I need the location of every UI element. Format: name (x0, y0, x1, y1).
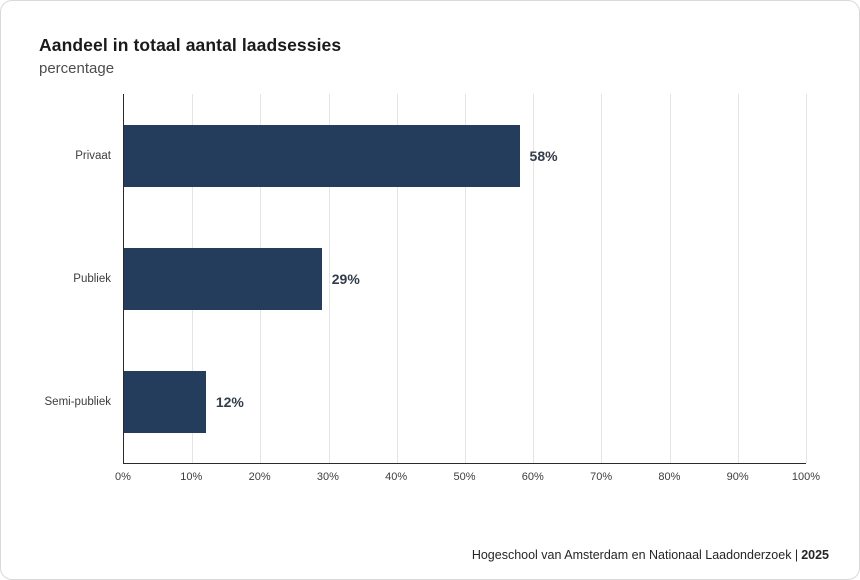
x-axis-tick-label: 40% (385, 471, 408, 483)
plot-area: 58% 29% 12% (123, 94, 807, 464)
gridline (737, 94, 739, 463)
bar-value-label: 12% (215, 393, 244, 410)
y-axis-labels: Privaat Publiek Semi-publiek (1, 94, 111, 464)
bar-band: 58% (124, 94, 806, 217)
x-axis-tick-label: 30% (316, 471, 339, 483)
bar-publiek (124, 247, 322, 310)
y-axis-label: Semi-publiek (44, 396, 111, 409)
gridline (601, 94, 603, 463)
gridline (328, 94, 330, 463)
bar-band: 12% (124, 340, 806, 463)
gridline (669, 94, 671, 463)
gridline (396, 94, 398, 463)
x-axis-tick-label: 20% (248, 471, 271, 483)
chart-title: Aandeel in totaal aantal laadsessies (39, 35, 342, 55)
y-axis-label: Publiek (73, 272, 111, 285)
bar-band: 29% (124, 217, 806, 340)
x-axis-tick-label: 80% (658, 471, 681, 483)
bar-value-label: 58% (529, 147, 558, 164)
x-axis-tick-label: 50% (453, 471, 476, 483)
chart-subtitle: percentage (39, 60, 115, 77)
footer-year: 2025 (801, 548, 829, 562)
x-axis-tick-label: 60% (521, 471, 544, 483)
gridline (533, 94, 535, 463)
gridline (465, 94, 466, 463)
x-axis-tick-label: 70% (590, 471, 613, 483)
footer-source: Hogeschool van Amsterdam en Nationaal La… (471, 548, 799, 562)
x-axis-tick-label: 0% (115, 471, 131, 483)
bar-privaat (124, 124, 520, 187)
bar-semi-publiek (124, 370, 206, 433)
x-axis-tick-label: 90% (726, 471, 749, 483)
x-axis-tick-label: 100% (791, 471, 821, 483)
chart-footer: Hogeschool van Amsterdam en Nationaal La… (472, 548, 829, 562)
x-axis: 0% 10% 20% 30% 40% 50% 60% 70% 80% 90% 100% (115, 471, 820, 487)
x-axis-tick-label: 10% (180, 471, 203, 483)
y-axis-label: Privaat (75, 149, 111, 162)
bar-value-label: 29% (331, 270, 360, 287)
gridline (806, 94, 807, 463)
